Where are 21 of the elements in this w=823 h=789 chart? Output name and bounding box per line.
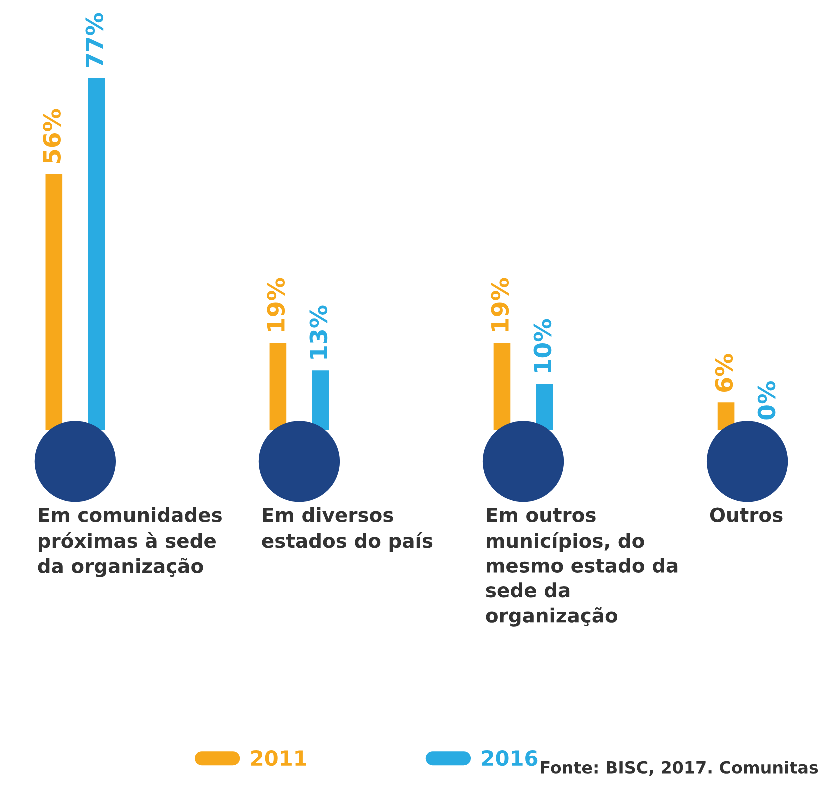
source-note: Fonte: BISC, 2017. Comunitas xyxy=(541,761,818,776)
data-label: 56% xyxy=(43,109,62,164)
x-tick-label: Em comunidades próximas à sede da organização xyxy=(38,507,222,578)
data-label: 19% xyxy=(491,278,510,332)
x-tick-label: Em diversos estados do país xyxy=(262,507,433,552)
data-label: 77% xyxy=(86,13,104,68)
bar xyxy=(536,384,554,430)
legend-label: 2011 xyxy=(252,750,306,766)
legend-label: 2016 xyxy=(482,750,538,766)
x-tick-label: Outros xyxy=(710,508,783,522)
data-label: 6% xyxy=(715,354,734,392)
data-label: 0% xyxy=(758,382,776,420)
bar xyxy=(312,370,330,430)
bar xyxy=(494,343,511,430)
data-label: 19% xyxy=(267,278,286,332)
bar xyxy=(270,343,287,430)
data-label: 13% xyxy=(310,306,328,359)
x-tick-label: Em outros municípios, do mesmo estado da sede da organização xyxy=(486,508,678,627)
bar xyxy=(88,78,106,430)
data-label: 10% xyxy=(534,319,552,373)
bar xyxy=(46,174,63,430)
